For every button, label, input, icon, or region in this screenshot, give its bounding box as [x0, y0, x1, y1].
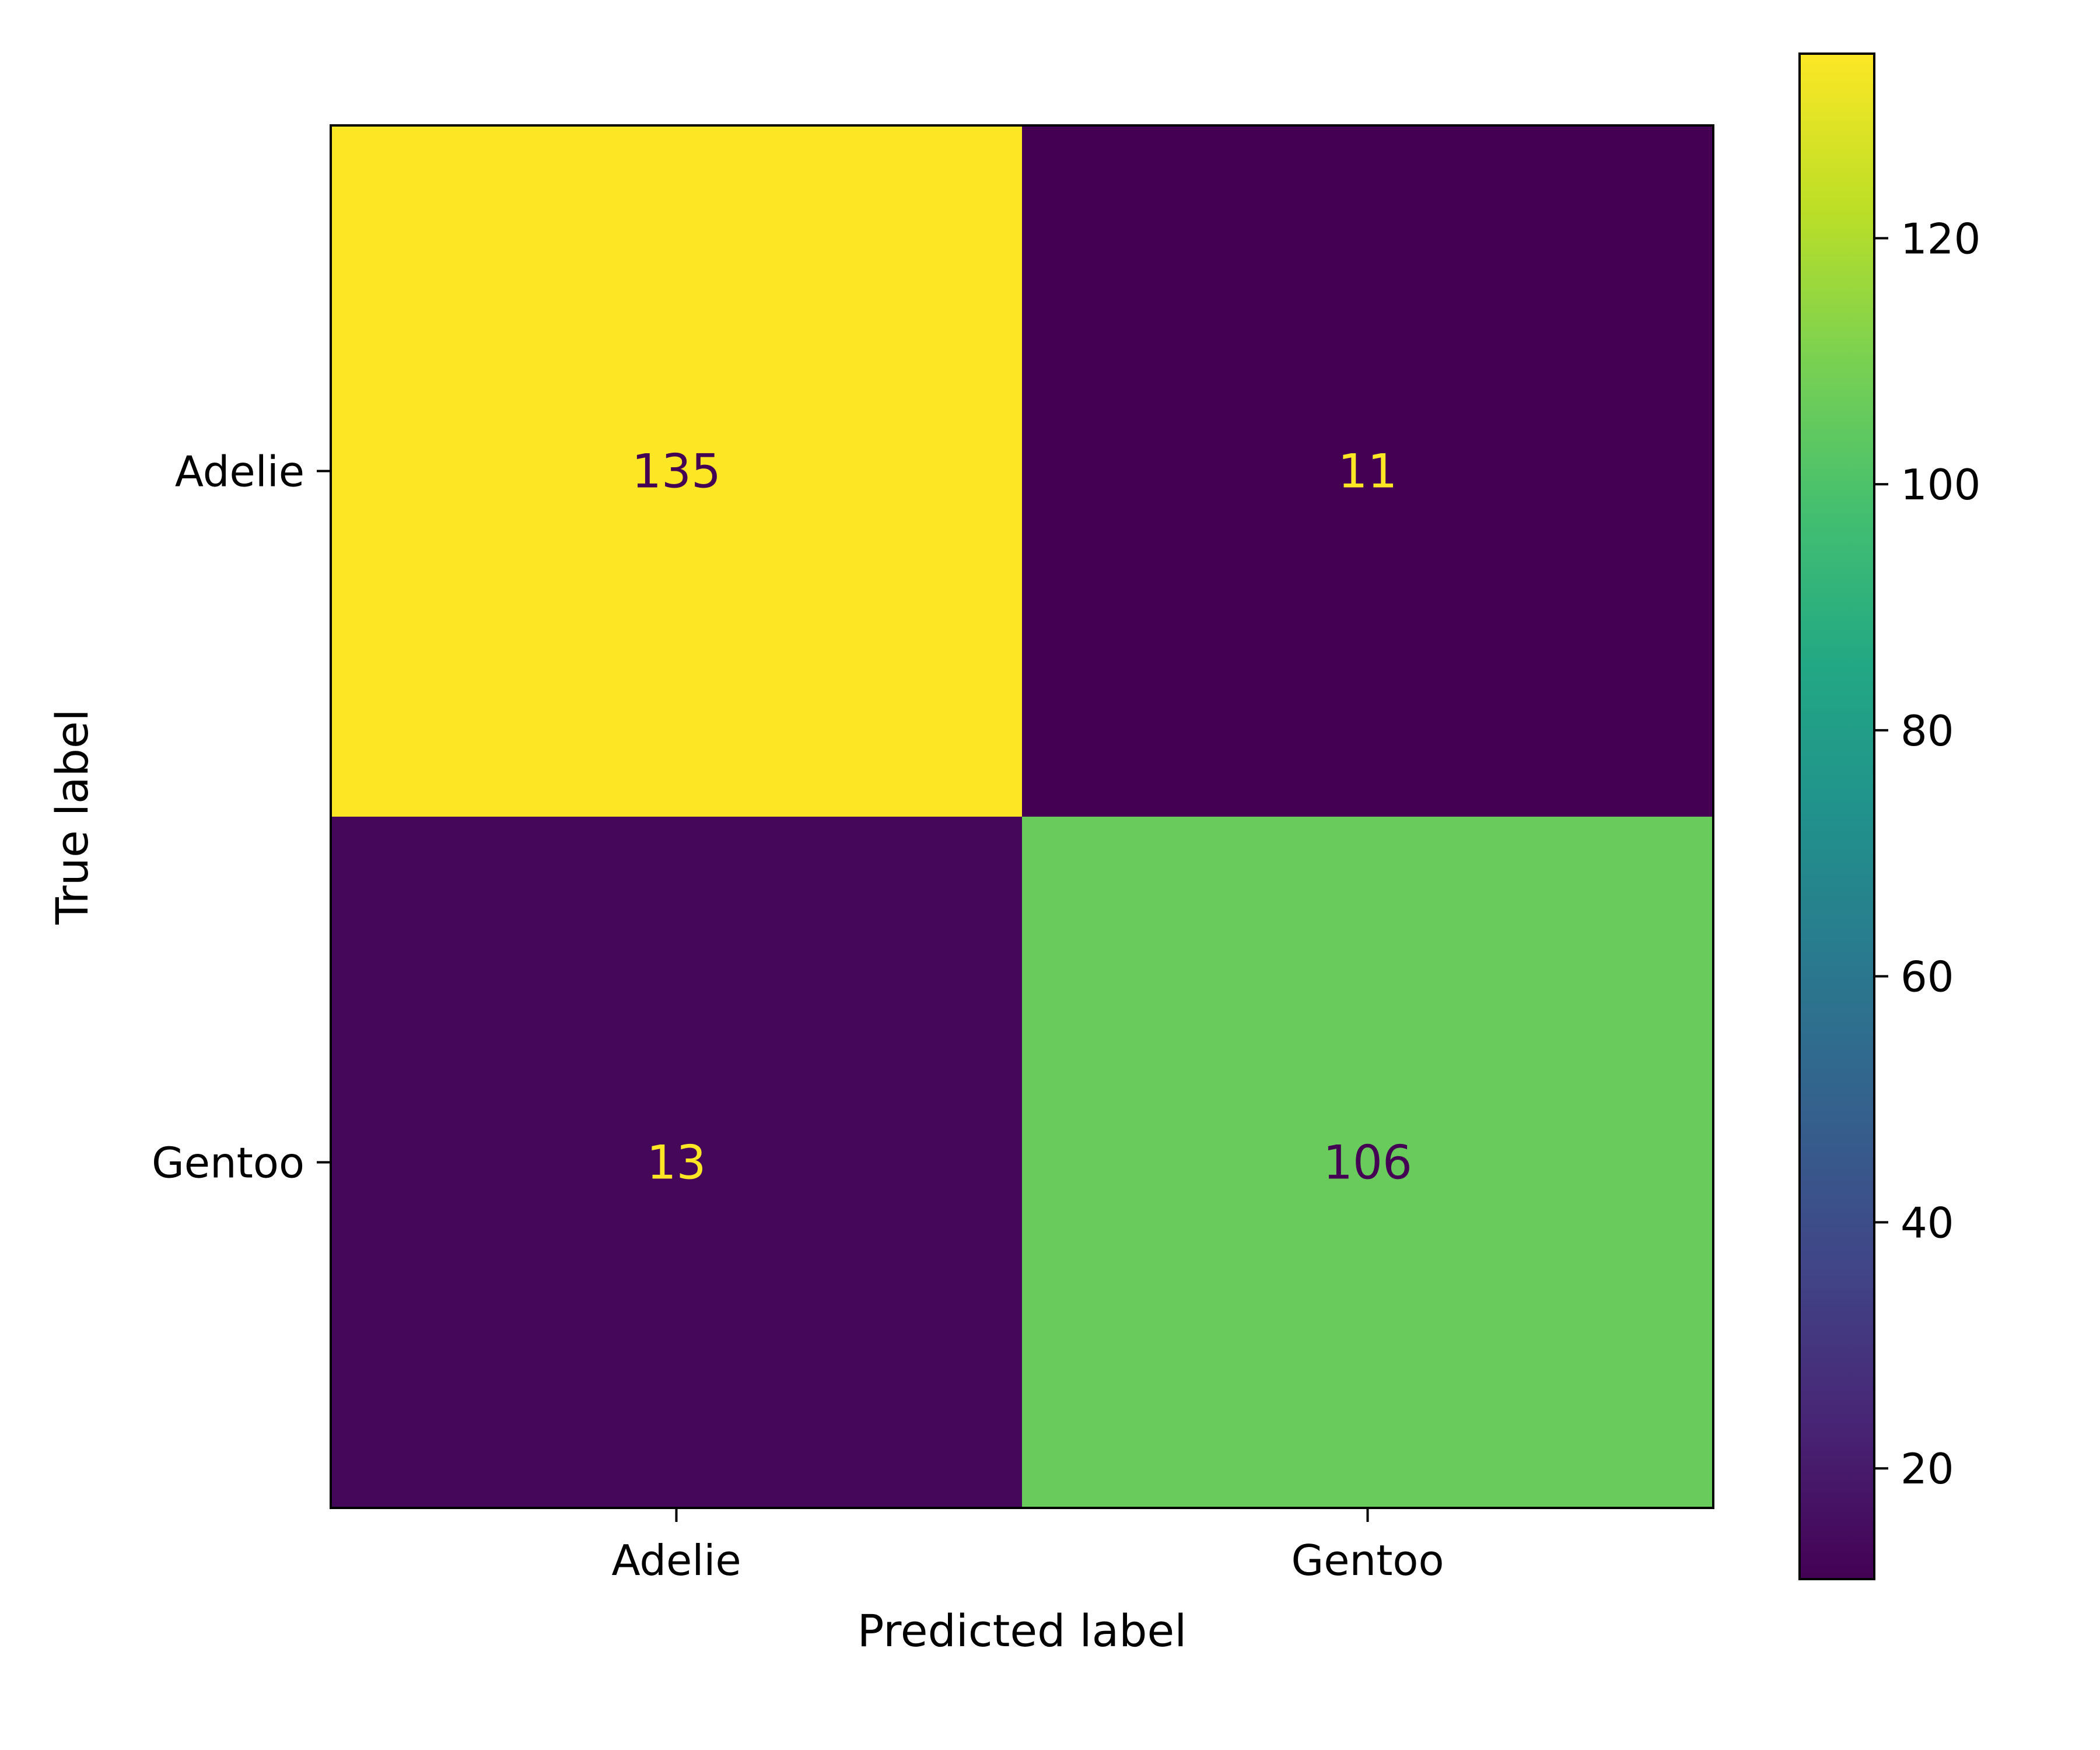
x-axis-ticks: Adelie Gentoo	[611, 1508, 1444, 1585]
heatmap-value-labels: 135 11 13 106	[632, 444, 1412, 1190]
heatmap-cell	[1022, 125, 1714, 817]
colorbar-tick-label: 40	[1901, 1198, 1954, 1247]
heatmap-cell	[331, 125, 1023, 817]
y-axis-ticks: Adelie Gentoo	[152, 447, 331, 1188]
colorbar-tick-label: 60	[1901, 953, 1954, 1002]
y-tick-label: Adelie	[175, 447, 304, 496]
colorbar	[1798, 52, 1875, 1580]
colorbar-ticks: 20 40 60 80 100 120	[1874, 214, 1980, 1493]
colorbar-tick-label: 100	[1901, 460, 1980, 509]
x-axis-title: Predicted label	[858, 1605, 1187, 1657]
y-tick-label: Gentoo	[152, 1139, 304, 1188]
colorbar-tick-label: 120	[1901, 214, 1980, 263]
x-tick-label: Gentoo	[1291, 1536, 1444, 1585]
y-axis-title: True label	[46, 709, 98, 925]
plot-frame	[330, 124, 1714, 1509]
colorbar-tick-label: 80	[1901, 706, 1954, 755]
heatmap-cell	[1022, 817, 1714, 1508]
cell-value-label: 135	[632, 444, 721, 499]
cell-value-label: 11	[1338, 444, 1398, 499]
heatmap-cell	[331, 817, 1023, 1508]
cell-value-label: 106	[1323, 1136, 1412, 1190]
x-tick-label: Adelie	[611, 1536, 741, 1585]
colorbar-tick-label: 20	[1901, 1444, 1954, 1493]
heatmap-cells	[331, 125, 1714, 1508]
cell-value-label: 13	[647, 1136, 706, 1190]
